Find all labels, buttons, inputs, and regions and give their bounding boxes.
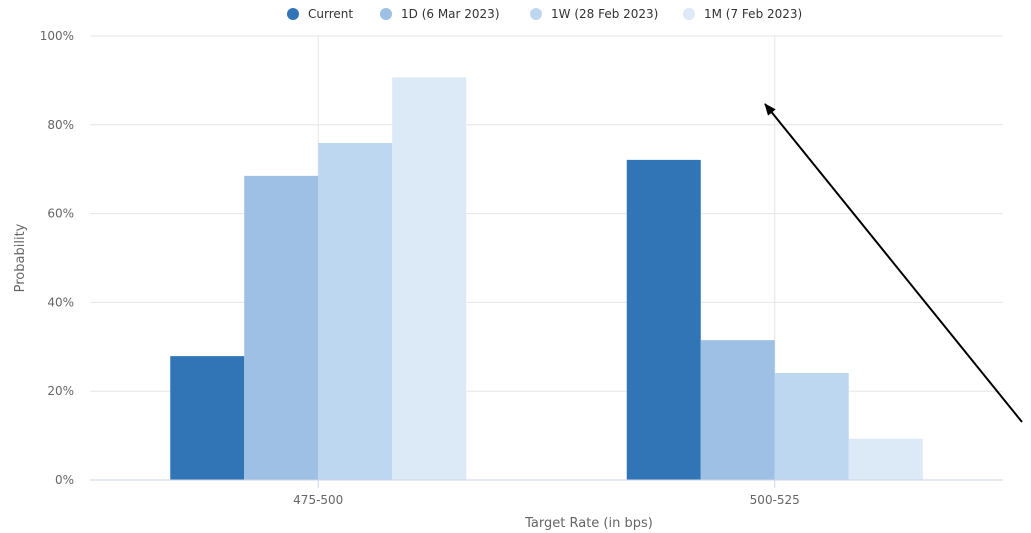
legend-marker[interactable]: [683, 8, 695, 20]
legend-label[interactable]: 1D (6 Mar 2023): [401, 7, 500, 21]
bar[interactable]: [700, 340, 775, 480]
chart-legend: Current 1D (6 Mar 2023) 1W (28 Feb 2023) 1M…: [287, 7, 802, 21]
chart-bars: [170, 77, 923, 481]
legend-marker[interactable]: [530, 8, 542, 20]
legend-label[interactable]: Current: [308, 7, 353, 21]
legend-marker[interactable]: [287, 8, 299, 20]
chart-axes: 0% 20% 40% 60% 80% 100% 475-500 500-525: [40, 29, 1003, 507]
y-axis-title: Probability: [13, 223, 28, 292]
legend-label[interactable]: 1W (28 Feb 2023): [551, 7, 658, 21]
bar[interactable]: [626, 159, 701, 480]
annotation-arrow: [764, 103, 1023, 423]
bar[interactable]: [318, 143, 393, 480]
bar[interactable]: [848, 438, 923, 480]
legend-label[interactable]: 1M (7 Feb 2023): [704, 7, 802, 21]
bar[interactable]: [170, 356, 245, 480]
x-axis-title: Target Rate (in bps): [524, 516, 653, 531]
y-tick-label: 40%: [47, 295, 74, 309]
y-tick-label: 20%: [47, 384, 74, 398]
x-tick-label: 500-525: [750, 493, 800, 507]
y-tick-label: 60%: [47, 207, 74, 221]
bar[interactable]: [392, 77, 467, 481]
y-tick-label: 80%: [47, 118, 74, 132]
x-tick-label: 475-500: [293, 493, 343, 507]
legend-marker[interactable]: [380, 8, 392, 20]
y-tick-label: 0%: [55, 473, 74, 487]
y-tick-label: 100%: [40, 29, 74, 43]
bar[interactable]: [244, 175, 319, 481]
bar[interactable]: [774, 372, 849, 480]
